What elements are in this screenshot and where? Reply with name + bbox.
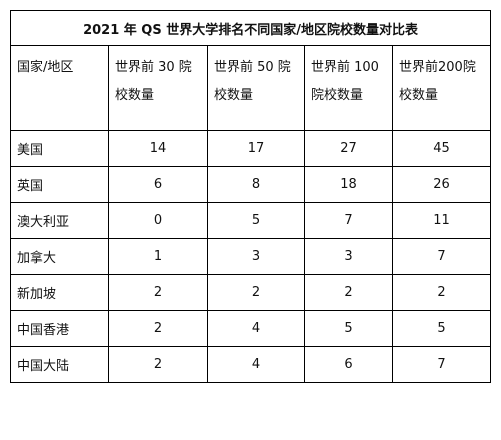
top200-cell: 2 [391,274,492,311]
top200-cell: 26 [391,166,492,203]
country-cell: 新加坡 [10,274,109,311]
top100-cell: 2 [304,274,393,311]
country-cell: 美国 [10,130,109,167]
header-top200-label: 世界前200院校数量 [399,60,476,103]
country-cell: 中国香港 [10,310,109,347]
top200-cell: 45 [391,130,492,167]
top30-cell: 6 [108,166,208,203]
header-row: 国家/地区 世界前 30 院校数量 世界前 50 院校数量 世界前 100 院校… [10,45,492,131]
top50-cell: 4 [207,346,305,383]
top30-cell: 1 [108,238,208,275]
top100-cell: 7 [304,202,393,239]
header-top100: 世界前 100 院校数量 [304,45,393,131]
header-country: 国家/地区 [10,45,109,131]
table-title: 2021 年 QS 世界大学排名不同国家/地区院校数量对比表 [9,10,492,46]
top30-cell: 2 [108,274,208,311]
top50-cell: 3 [207,238,305,275]
top100-cell: 3 [304,238,393,275]
header-top100-label: 世界前 100 院校数量 [311,60,379,103]
table-row: 加拿大 1 3 3 7 [10,238,492,275]
top100-cell: 18 [304,166,393,203]
header-top200: 世界前200院校数量 [391,45,492,131]
table-row: 澳大利亚 0 5 7 11 [10,202,492,239]
top50-cell: 2 [207,274,305,311]
top100-cell: 27 [304,130,393,167]
top30-cell: 2 [108,346,208,383]
top50-cell: 4 [207,310,305,347]
header-top30: 世界前 30 院校数量 [108,45,208,131]
top200-cell: 11 [391,202,492,239]
country-cell: 澳大利亚 [10,202,109,239]
header-top50: 世界前 50 院校数量 [207,45,305,131]
table-row: 英国 6 8 18 26 [10,166,492,203]
top30-cell: 2 [108,310,208,347]
top200-cell: 7 [391,346,492,383]
qs-ranking-table: 2021 年 QS 世界大学排名不同国家/地区院校数量对比表 国家/地区 世界前… [9,10,492,383]
top50-cell: 17 [207,130,305,167]
table-row: 美国 14 17 27 45 [10,130,492,167]
header-top30-label: 世界前 30 院校数量 [115,60,192,103]
table-row: 中国香港 2 4 5 5 [10,310,492,347]
header-country-label: 国家/地区 [17,60,74,75]
country-cell: 加拿大 [10,238,109,275]
top50-cell: 5 [207,202,305,239]
top100-cell: 6 [304,346,393,383]
top30-cell: 14 [108,130,208,167]
top200-cell: 7 [391,238,492,275]
top50-cell: 8 [207,166,305,203]
table-row: 中国大陆 2 4 6 7 [10,346,492,383]
top30-cell: 0 [108,202,208,239]
table-row: 新加坡 2 2 2 2 [10,274,492,311]
header-top50-label: 世界前 50 院校数量 [214,60,291,103]
country-cell: 中国大陆 [10,346,109,383]
document-page: 2021 年 QS 世界大学排名不同国家/地区院校数量对比表 国家/地区 世界前… [9,10,492,383]
top100-cell: 5 [304,310,393,347]
country-cell: 英国 [10,166,109,203]
top200-cell: 5 [391,310,492,347]
